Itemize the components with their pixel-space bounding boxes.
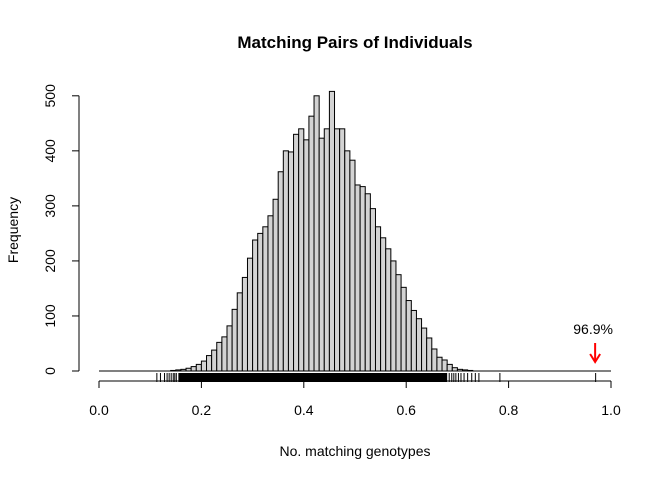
histogram-bar — [298, 128, 305, 372]
x-axis: 0.0 0.2 0.4 0.6 0.8 1.0 — [89, 380, 621, 418]
histogram-bar — [354, 184, 361, 372]
histogram-bar — [323, 128, 330, 372]
histogram-bar — [221, 336, 228, 372]
histogram-bar — [410, 309, 417, 372]
y-tick-label: 0 — [42, 367, 58, 375]
histogram-bar — [282, 150, 289, 372]
histogram-bar — [262, 226, 269, 372]
histogram-bar — [206, 355, 213, 372]
y-tick-label: 200 — [42, 249, 58, 273]
x-tick-label: 0.8 — [499, 402, 519, 418]
y-tick-label: 400 — [42, 139, 58, 163]
histogram-bar — [431, 348, 438, 372]
histogram-bar — [308, 115, 315, 372]
histogram-bar — [359, 186, 366, 372]
histogram-bar — [385, 248, 392, 372]
histogram-bar — [390, 260, 397, 372]
y-tick-label: 500 — [42, 84, 58, 108]
y-tick-label: 100 — [42, 304, 58, 328]
histogram-bar — [216, 341, 223, 372]
histogram-bar — [231, 308, 238, 372]
histogram-bar — [339, 128, 346, 372]
x-tick-label: 0.2 — [192, 402, 212, 418]
histogram-bar — [318, 137, 325, 372]
histogram-bar — [400, 286, 407, 372]
y-tick-label: 300 — [42, 194, 58, 218]
x-tick-label: 0.4 — [294, 402, 314, 418]
histogram-bar — [405, 300, 412, 372]
histogram-bar — [334, 128, 341, 372]
histogram-bar — [293, 133, 300, 372]
histogram-bar — [344, 150, 351, 372]
histogram-bar — [446, 363, 453, 372]
y-axis: 0 100 200 300 400 500 — [42, 84, 80, 375]
histogram-bar — [436, 356, 443, 372]
annotation-arrow-head — [589, 353, 601, 364]
histogram-bars — [170, 90, 474, 372]
histogram-bar — [415, 318, 423, 372]
histogram-bar — [226, 325, 233, 372]
y-axis-label: Frequency — [5, 197, 21, 263]
histogram-bar — [211, 349, 218, 372]
histogram-bar — [190, 366, 197, 372]
histogram-bar — [328, 90, 336, 372]
histogram-bar — [257, 232, 264, 372]
histogram-bar — [313, 95, 320, 372]
chart-title: Matching Pairs of Individuals — [237, 33, 472, 52]
histogram-bar — [252, 239, 259, 372]
x-tick-label: 0.6 — [396, 402, 416, 418]
histogram-bar — [200, 360, 208, 372]
annotation-label: 96.9% — [573, 321, 613, 337]
histogram-bar — [272, 198, 279, 372]
rug-dense-block — [178, 373, 448, 382]
histogram-bar — [195, 363, 202, 372]
x-tick-label: 0.0 — [89, 402, 109, 418]
histogram-bar — [236, 292, 243, 372]
histogram-bar — [349, 159, 356, 372]
histogram-bar — [426, 337, 433, 372]
histogram-bar — [421, 327, 428, 372]
histogram-bar — [241, 276, 248, 372]
histogram-bar — [380, 237, 387, 372]
histogram-bar — [369, 208, 376, 372]
histogram-bar — [374, 226, 382, 372]
histogram-bar — [364, 193, 371, 372]
histogram-bar — [267, 215, 274, 372]
histogram-bar — [303, 139, 310, 372]
histogram-bar — [277, 171, 284, 372]
histogram-bar — [441, 359, 448, 372]
histogram-bar — [246, 257, 254, 372]
x-tick-label: 1.0 — [601, 402, 621, 418]
histogram-bar — [395, 274, 402, 372]
x-axis-label: No. matching genotypes — [280, 443, 431, 459]
annotation: 96.9% — [573, 321, 613, 364]
histogram-bar — [287, 151, 295, 372]
